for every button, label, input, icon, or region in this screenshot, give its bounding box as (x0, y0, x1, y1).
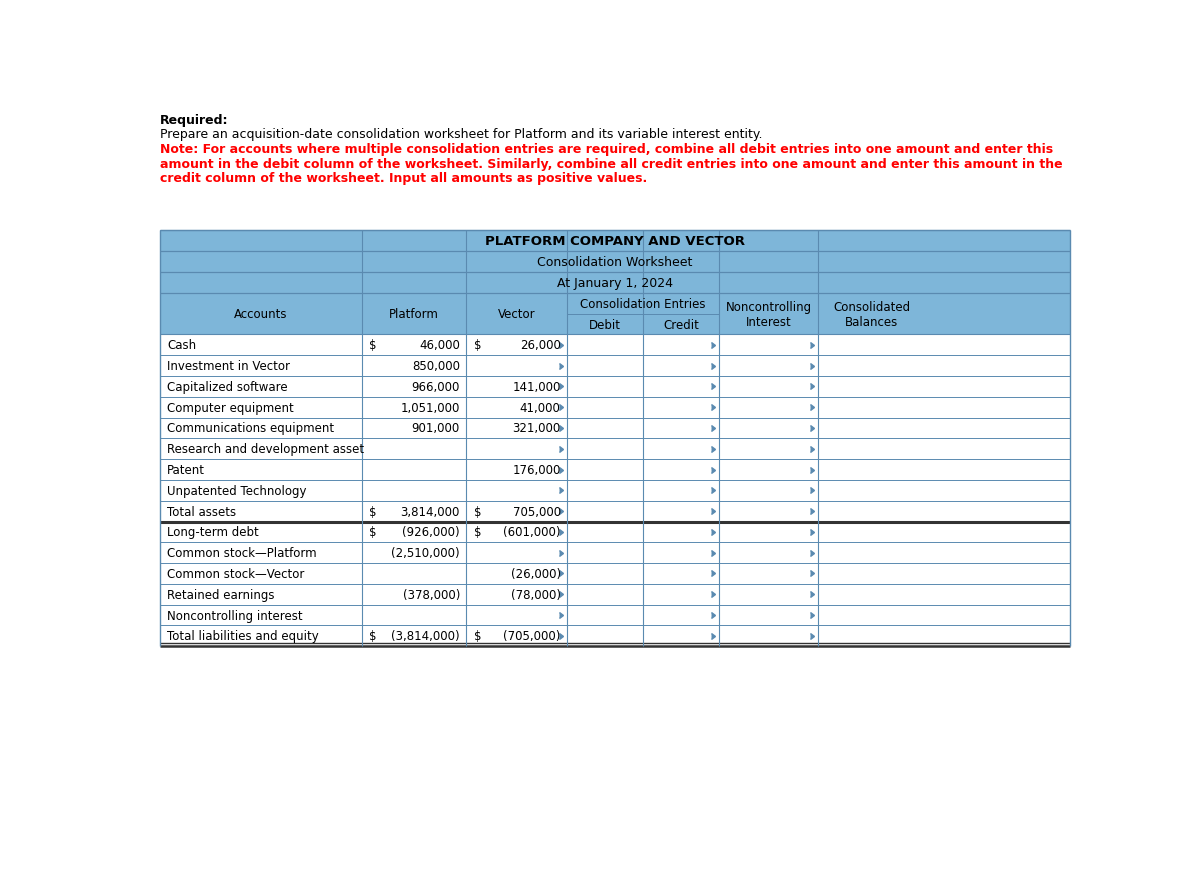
Text: Common stock—Platform: Common stock—Platform (167, 547, 317, 560)
Bar (160, 563, 1070, 584)
Bar (160, 542, 1070, 563)
Bar (160, 481, 1070, 501)
Text: $: $ (370, 505, 377, 518)
Bar (160, 522, 1070, 542)
Text: Computer equipment: Computer equipment (167, 401, 294, 415)
Bar (160, 605, 1070, 626)
Bar (160, 626, 1070, 647)
Text: Credit: Credit (662, 318, 698, 331)
Text: $: $ (370, 630, 377, 642)
Text: Research and development asset: Research and development asset (167, 442, 364, 455)
Text: Patent: Patent (167, 463, 205, 476)
Text: Prepare an acquisition-date consolidation worksheet for Platform and its variabl: Prepare an acquisition-date consolidatio… (160, 128, 762, 141)
Text: Long-term debt: Long-term debt (167, 526, 259, 539)
Text: (2,510,000): (2,510,000) (391, 547, 460, 560)
Text: Total liabilities and equity: Total liabilities and equity (167, 630, 319, 642)
Bar (160, 439, 1070, 460)
Text: Note: For accounts where multiple consolidation entries are required, combine al: Note: For accounts where multiple consol… (160, 143, 1054, 156)
Text: (926,000): (926,000) (402, 526, 460, 539)
Text: 966,000: 966,000 (412, 381, 460, 394)
Text: 141,000: 141,000 (512, 381, 560, 394)
Bar (160, 335, 1070, 355)
Bar (160, 231, 1070, 252)
Text: Total assets: Total assets (167, 505, 236, 518)
Text: Capitalized software: Capitalized software (167, 381, 288, 394)
Bar (160, 418, 1070, 439)
Text: Retained earnings: Retained earnings (167, 588, 275, 601)
Text: (3,814,000): (3,814,000) (391, 630, 460, 642)
Text: 26,000: 26,000 (520, 339, 560, 352)
Text: (78,000): (78,000) (511, 588, 560, 601)
Bar (160, 376, 1070, 397)
Text: 41,000: 41,000 (520, 401, 560, 415)
Bar (160, 252, 1070, 273)
Text: Noncontrolling interest: Noncontrolling interest (167, 609, 302, 622)
Text: Vector: Vector (498, 308, 535, 321)
Text: $: $ (474, 505, 481, 518)
Text: Noncontrolling
Interest: Noncontrolling Interest (725, 301, 811, 328)
Bar (160, 501, 1070, 522)
Text: Accounts: Accounts (234, 308, 288, 321)
Text: (705,000): (705,000) (503, 630, 560, 642)
Bar (160, 273, 1070, 294)
Text: $: $ (474, 339, 481, 352)
Text: 46,000: 46,000 (419, 339, 460, 352)
Text: (26,000): (26,000) (511, 567, 560, 580)
Text: Cash: Cash (167, 339, 196, 352)
Text: 850,000: 850,000 (412, 360, 460, 373)
Text: Communications equipment: Communications equipment (167, 422, 334, 435)
Text: 176,000: 176,000 (512, 463, 560, 476)
Bar (160, 294, 1070, 335)
Bar (160, 355, 1070, 376)
Text: Consolidated
Balances: Consolidated Balances (833, 301, 910, 328)
Text: $: $ (474, 630, 481, 642)
Text: $: $ (474, 526, 481, 539)
Text: PLATFORM COMPANY AND VECTOR: PLATFORM COMPANY AND VECTOR (485, 235, 745, 248)
Text: $: $ (370, 339, 377, 352)
Bar (160, 584, 1070, 605)
Text: At January 1, 2024: At January 1, 2024 (557, 276, 673, 289)
Text: credit column of the worksheet. Input all amounts as positive values.: credit column of the worksheet. Input al… (160, 172, 647, 185)
Text: Required:: Required: (160, 114, 228, 127)
Text: 321,000: 321,000 (512, 422, 560, 435)
Text: Unpatented Technology: Unpatented Technology (167, 484, 306, 497)
Text: (601,000): (601,000) (503, 526, 560, 539)
Text: Debit: Debit (589, 318, 620, 331)
Text: 901,000: 901,000 (412, 422, 460, 435)
Bar (160, 397, 1070, 418)
Text: Investment in Vector: Investment in Vector (167, 360, 290, 373)
Text: Platform: Platform (389, 308, 439, 321)
Bar (160, 460, 1070, 481)
Text: Consolidation Worksheet: Consolidation Worksheet (538, 255, 692, 269)
Text: amount in the debit column of the worksheet. Similarly, combine all credit entri: amount in the debit column of the worksh… (160, 157, 1063, 170)
Text: Consolidation Entries: Consolidation Entries (580, 297, 706, 310)
Text: (378,000): (378,000) (403, 588, 460, 601)
Text: $: $ (370, 526, 377, 539)
Text: 3,814,000: 3,814,000 (401, 505, 460, 518)
Text: 705,000: 705,000 (512, 505, 560, 518)
Text: 1,051,000: 1,051,000 (401, 401, 460, 415)
Text: Common stock—Vector: Common stock—Vector (167, 567, 305, 580)
